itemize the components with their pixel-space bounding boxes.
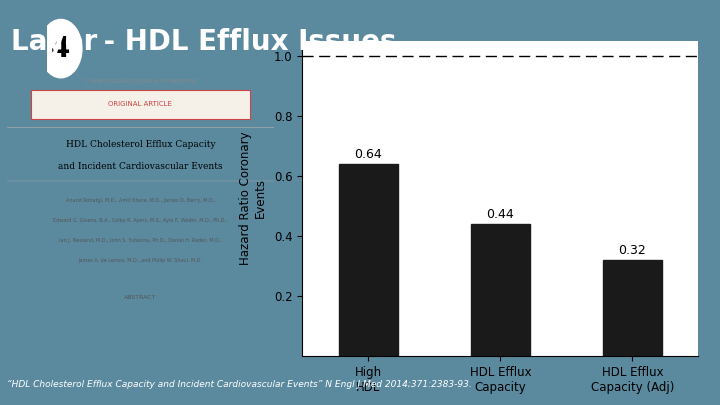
Text: 4: 4 bbox=[51, 34, 71, 63]
Bar bbox=[471, 224, 530, 356]
Bar bbox=[338, 164, 398, 356]
Text: HDL Cholesterol Efflux Capacity: HDL Cholesterol Efflux Capacity bbox=[66, 140, 215, 149]
Text: ORIGINAL ARTICLE: ORIGINAL ARTICLE bbox=[109, 102, 172, 107]
Bar bbox=[603, 260, 662, 356]
Text: “HDL Cholesterol Efflux Capacity and Incident Cardiovascular Events” N Engl J Me: “HDL Cholesterol Efflux Capacity and Inc… bbox=[7, 380, 472, 389]
Text: Layer: Layer bbox=[11, 28, 107, 56]
Text: 0.44: 0.44 bbox=[487, 208, 514, 221]
Text: Anand Rohatgi, M.D., Amit Khera, M.D., James D. Berry, M.D.,: Anand Rohatgi, M.D., Amit Khera, M.D., J… bbox=[66, 198, 215, 203]
Text: T: NEW ENGLAND JOURNAL OF MEDICINE: T: NEW ENGLAND JOURNAL OF MEDICINE bbox=[84, 79, 197, 84]
Text: 0.64: 0.64 bbox=[354, 148, 382, 161]
Circle shape bbox=[40, 19, 82, 78]
Text: Ian J. Neeland, M.D., John S. Yuhanna, Ph.D., Daniel H. Rader, M.D.,: Ian J. Neeland, M.D., John S. Yuhanna, P… bbox=[59, 238, 222, 243]
Text: and Incident Cardiovascular Events: and Incident Cardiovascular Events bbox=[58, 162, 222, 171]
Text: Edward G. Givens, B.A., Colby R. Ayers, M.S., Kyle E. Wedin, M.D., Ph.D.,: Edward G. Givens, B.A., Colby R. Ayers, … bbox=[53, 218, 228, 223]
Text: - HDL Efflux Issues: - HDL Efflux Issues bbox=[94, 28, 396, 56]
Text: James A. de Lemos, M.D., and Philip W. Shaul, M.D.: James A. de Lemos, M.D., and Philip W. S… bbox=[78, 258, 202, 263]
FancyBboxPatch shape bbox=[31, 90, 250, 119]
Y-axis label: Hazard Ratio Coronary
Events: Hazard Ratio Coronary Events bbox=[239, 132, 267, 265]
Text: 0.32: 0.32 bbox=[618, 244, 647, 257]
Text: ABSTRACT: ABSTRACT bbox=[124, 295, 157, 300]
